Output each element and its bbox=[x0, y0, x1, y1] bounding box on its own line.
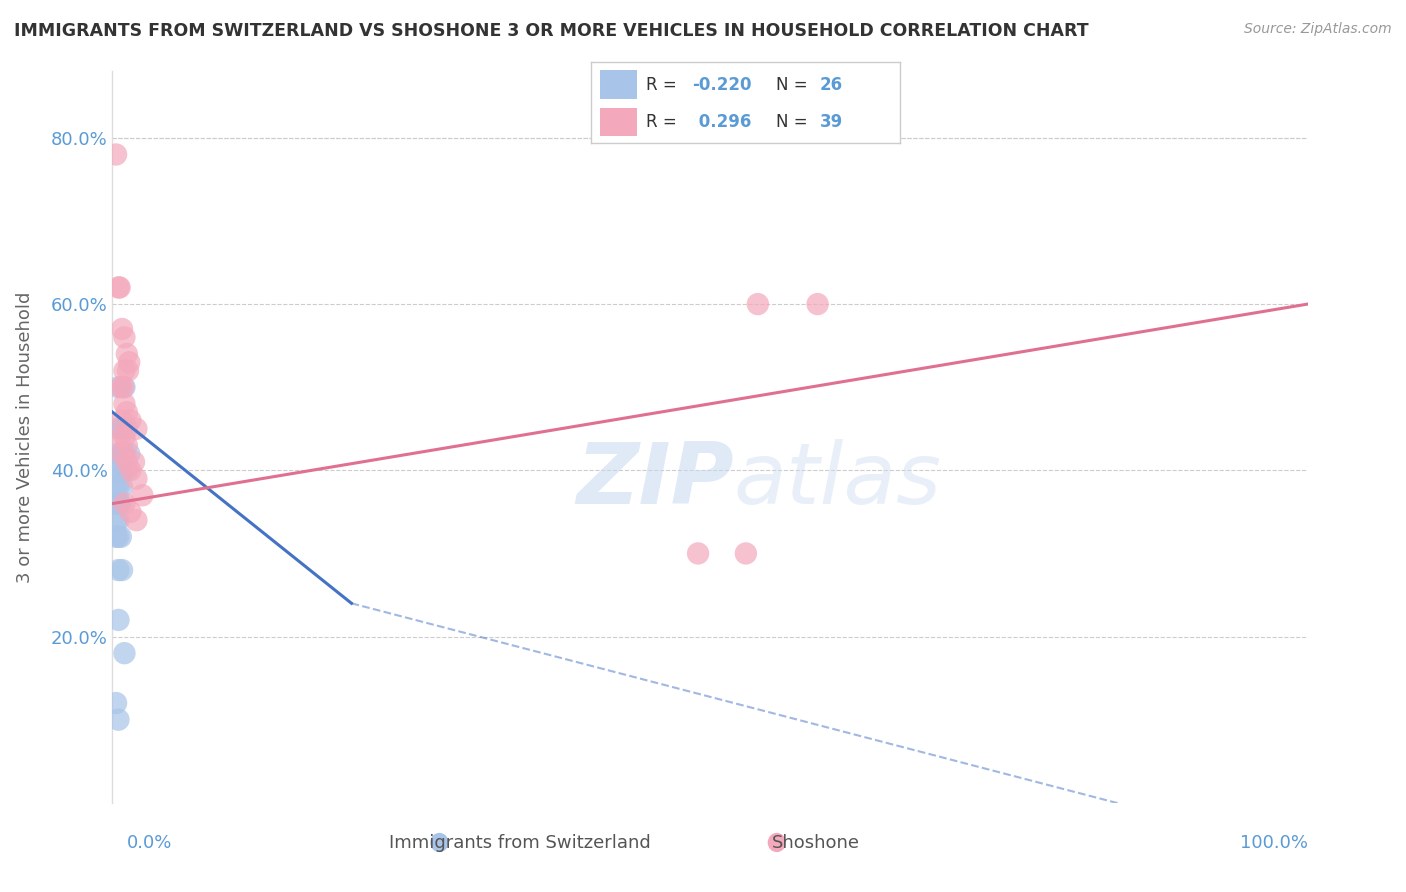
Text: 100.0%: 100.0% bbox=[1240, 834, 1308, 852]
Point bbox=[110, 380, 132, 394]
Point bbox=[114, 447, 135, 461]
Point bbox=[735, 546, 758, 560]
Point bbox=[114, 646, 135, 660]
Text: R =: R = bbox=[647, 76, 682, 94]
Point bbox=[107, 497, 129, 511]
Point bbox=[107, 447, 129, 461]
Circle shape bbox=[430, 833, 449, 851]
Point bbox=[107, 530, 129, 544]
Point bbox=[115, 405, 138, 419]
Text: 0.296: 0.296 bbox=[693, 113, 751, 131]
Text: N =: N = bbox=[776, 76, 813, 94]
Point bbox=[110, 497, 132, 511]
Point bbox=[118, 355, 141, 369]
Point bbox=[114, 380, 135, 394]
Point bbox=[115, 347, 138, 361]
Point bbox=[115, 438, 138, 452]
Point bbox=[111, 322, 134, 336]
Point bbox=[111, 422, 134, 436]
Text: N =: N = bbox=[776, 113, 813, 131]
Point bbox=[110, 530, 132, 544]
Point bbox=[111, 413, 134, 427]
Point bbox=[107, 713, 129, 727]
Point bbox=[107, 480, 129, 494]
Point bbox=[114, 397, 135, 411]
Text: -0.220: -0.220 bbox=[693, 76, 752, 94]
Point bbox=[107, 280, 129, 294]
Point bbox=[114, 363, 135, 377]
Y-axis label: 3 or more Vehicles in Household: 3 or more Vehicles in Household bbox=[15, 292, 34, 582]
Point bbox=[107, 613, 129, 627]
Point bbox=[114, 497, 135, 511]
Point bbox=[108, 463, 131, 477]
Point bbox=[107, 380, 129, 394]
Point bbox=[120, 413, 142, 427]
Point bbox=[105, 147, 128, 161]
Text: 26: 26 bbox=[820, 76, 842, 94]
Text: atlas: atlas bbox=[734, 440, 942, 523]
Point bbox=[108, 280, 131, 294]
Bar bbox=[600, 108, 637, 136]
Point bbox=[105, 463, 128, 477]
Point bbox=[110, 447, 132, 461]
Point bbox=[125, 472, 148, 486]
Point bbox=[115, 455, 138, 469]
Point bbox=[807, 297, 830, 311]
Point bbox=[118, 447, 141, 461]
Text: Immigrants from Switzerland: Immigrants from Switzerland bbox=[389, 834, 651, 852]
Point bbox=[115, 463, 138, 477]
Circle shape bbox=[768, 833, 786, 851]
Point bbox=[117, 363, 139, 377]
Text: 39: 39 bbox=[820, 113, 842, 131]
Point bbox=[125, 422, 148, 436]
Point bbox=[107, 422, 129, 436]
Point bbox=[105, 480, 128, 494]
Text: Shoshone: Shoshone bbox=[772, 834, 859, 852]
Text: 0.0%: 0.0% bbox=[127, 834, 172, 852]
Point bbox=[112, 380, 135, 394]
Point bbox=[120, 463, 142, 477]
Bar bbox=[600, 70, 637, 99]
Point bbox=[107, 563, 129, 577]
Point bbox=[105, 530, 128, 544]
Point bbox=[688, 546, 710, 560]
Point bbox=[122, 455, 145, 469]
Text: IMMIGRANTS FROM SWITZERLAND VS SHOSHONE 3 OR MORE VEHICLES IN HOUSEHOLD CORRELAT: IMMIGRANTS FROM SWITZERLAND VS SHOSHONE … bbox=[14, 22, 1088, 40]
Point bbox=[105, 513, 128, 527]
Point bbox=[105, 497, 128, 511]
Point bbox=[105, 696, 128, 710]
Point bbox=[131, 488, 153, 502]
Point bbox=[114, 430, 135, 444]
Text: ZIP: ZIP bbox=[576, 440, 734, 523]
Point bbox=[747, 297, 769, 311]
Point bbox=[125, 513, 148, 527]
Point bbox=[111, 447, 134, 461]
Point bbox=[112, 463, 135, 477]
Point bbox=[107, 513, 129, 527]
Point bbox=[111, 563, 134, 577]
Point bbox=[114, 330, 135, 344]
Point bbox=[120, 505, 142, 519]
Point bbox=[111, 480, 134, 494]
Point bbox=[115, 422, 138, 436]
Text: R =: R = bbox=[647, 113, 682, 131]
Point bbox=[108, 430, 131, 444]
Text: Source: ZipAtlas.com: Source: ZipAtlas.com bbox=[1244, 22, 1392, 37]
